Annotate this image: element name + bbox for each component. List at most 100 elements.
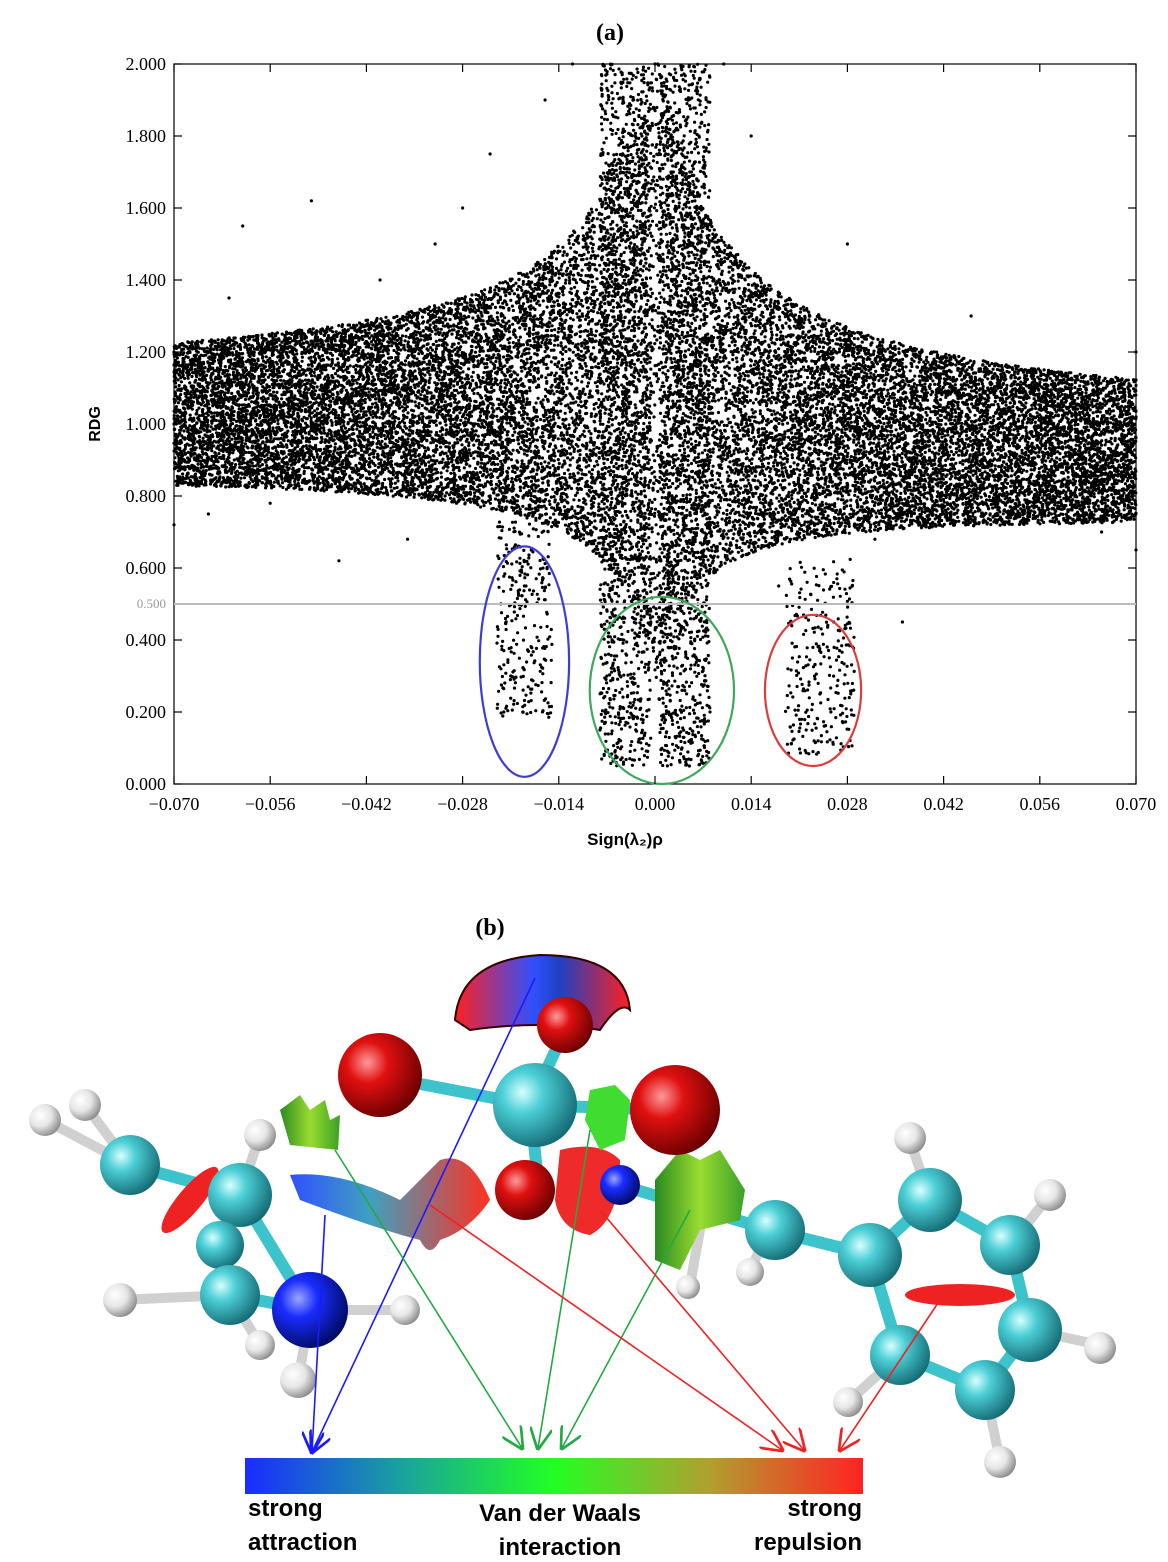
scatter-point [935,474,939,478]
scatter-point [479,465,483,469]
scatter-point [579,400,583,404]
scatter-point [819,333,823,337]
scatter-point [447,329,452,333]
scatter-point [612,464,616,469]
scatter-point [831,484,835,488]
scatter-point [661,582,666,586]
scatter-point [629,509,633,513]
scatter-point [790,365,794,369]
scatter-point [639,522,643,526]
scatter-point [570,439,574,443]
scatter-point [873,460,877,465]
scatter-point [1049,382,1053,387]
scatter-point [461,370,465,374]
scatter-point [595,277,599,281]
scatter-point [726,536,730,540]
scatter-point [679,354,683,358]
scatter-point [900,451,904,455]
scatter-point [374,397,378,401]
scatter-point [793,377,797,381]
scatter-point [991,506,995,510]
scatter-point [311,327,315,331]
scatter-point [474,345,478,349]
scatter-point [646,219,650,223]
scatter-point [772,354,776,358]
scatter-point [787,389,791,393]
scatter-point [714,347,718,351]
scatter-point [1091,405,1095,409]
scatter-point [753,549,758,553]
scatter-point [515,288,520,292]
scatter-point [332,366,336,370]
scatter-point [578,330,582,334]
scatter-point [566,456,570,460]
scatter-point [337,324,341,328]
scatter-point [957,444,961,448]
scatter-point [1062,516,1066,521]
scatter-point [396,479,400,483]
scatter-point [853,381,858,385]
scatter-point [182,406,186,410]
scatter-point [518,485,523,490]
scatter-point [733,343,737,347]
scatter-point [612,332,616,336]
scatter-point [949,450,954,454]
scatter-point [500,324,504,329]
scatter-point [346,323,350,327]
rdg-scatter-plot: 0.500 −0.070 −0.056 −0.042 −0.028 −0.014 0.00… [126,54,1157,814]
scatter-point [651,646,655,650]
scatter-point [523,367,527,371]
scatter-point [817,457,821,461]
scatter-point [721,359,725,363]
scatter-point [946,507,950,511]
scatter-point [702,573,706,578]
scatter-point [424,449,428,453]
scatter-point [577,498,581,502]
scatter-point [650,318,654,322]
scatter-point [787,525,791,529]
scatter-point [559,402,563,406]
scatter-point [470,344,474,349]
scatter-point [586,334,590,338]
scatter-point [413,400,417,404]
scatter-point [512,292,517,296]
scatter-point [650,219,655,223]
scatter-point [496,462,500,466]
scatter-point [567,238,571,242]
scatter-point [813,346,817,351]
scatter-point [1032,397,1036,401]
scatter-point [642,614,646,618]
scatter-point [1011,405,1015,409]
scatter-point [846,451,850,455]
scatter-point [686,226,690,230]
scatter-point [594,208,599,212]
scatter-points [172,62,1138,768]
scatter-point [767,397,772,401]
scatter-point [548,466,552,470]
scatter-point [399,348,403,352]
scatter-point [358,420,362,424]
scatter-point [740,549,744,553]
scatter-point [759,483,763,487]
scatter-point [655,380,659,384]
scatter-point [695,315,699,319]
scatter-point [532,375,536,379]
scatter-point [633,403,637,407]
scatter-point [511,341,515,345]
scatter-point [597,456,601,460]
scatter-point [495,315,499,319]
scatter-point [683,296,687,300]
scatter-point [956,508,960,512]
scatter-point [988,416,992,420]
scatter-point [768,514,773,519]
scatter-point [568,458,572,462]
scatter-point [587,337,592,341]
scatter-point [717,448,722,452]
scatter-point [467,360,471,364]
scatter-point [421,329,425,333]
scatter-point [651,265,655,269]
scatter-point [751,318,755,322]
scatter-point [654,123,658,127]
scatter-point [1096,504,1100,508]
scatter-point [1084,391,1088,395]
